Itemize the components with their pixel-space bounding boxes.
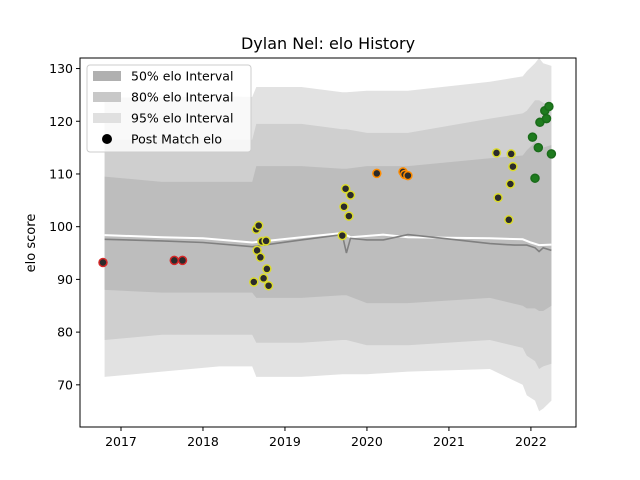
legend-label-4: Post Match elo [131, 132, 222, 147]
post-match-point-2 [169, 255, 180, 266]
elo-lines [104, 231, 552, 254]
post-match-point-30 [530, 173, 540, 183]
y-tick-label-120: 120 [49, 114, 73, 129]
chart-title: Dylan Nel: elo History [241, 34, 415, 53]
x-tick-label-2017: 2017 [105, 434, 137, 449]
post-match-point-35 [544, 101, 554, 112]
post-match-point-36 [546, 149, 557, 159]
y-tick-label-130: 130 [49, 61, 73, 76]
post-match-point-34 [541, 113, 552, 124]
post-match-point-11 [261, 236, 271, 246]
post-match-point-18 [345, 190, 356, 200]
legend-swatch-1 [93, 71, 121, 81]
band-50 [104, 142, 552, 311]
post-match-point-4 [249, 277, 259, 287]
y-axis-ticks: 70 80 90 100 110 120 130 [49, 61, 80, 392]
y-tick-label-110: 110 [49, 166, 73, 181]
legend-label-1: 50% elo Interval [131, 69, 233, 84]
post-match-point-6 [253, 220, 264, 231]
post-match-point-26 [505, 179, 516, 189]
post-match-point-1 [98, 257, 108, 268]
x-tick-label-2019: 2019 [269, 434, 301, 449]
post-match-point-29 [527, 132, 538, 142]
x-tick-label-2021: 2021 [433, 434, 465, 449]
post-match-point-10 [258, 273, 269, 284]
post-match-point-15 [339, 201, 349, 212]
legend-label-2: 80% elo Interval [131, 90, 233, 105]
post-match-point-31 [533, 142, 544, 153]
x-tick-label-2022: 2022 [515, 434, 547, 449]
legend-label-3: 95% elo Interval [131, 111, 233, 126]
post-match-point-12 [262, 264, 272, 274]
post-match-point-25 [504, 215, 514, 225]
post-match-point-17 [344, 211, 354, 221]
post-match-point-8 [255, 252, 266, 263]
post-match-point-27 [506, 149, 516, 159]
post-match-point-14 [337, 230, 348, 241]
post-match-point-13 [263, 280, 274, 291]
x-tick-label-2020: 2020 [351, 434, 383, 449]
post-match-point-24 [493, 192, 503, 203]
post-match-point-3 [177, 255, 188, 266]
median-elo-line [104, 231, 552, 247]
axes-frame [79, 57, 577, 428]
mean-elo-line [104, 233, 552, 254]
y-tick-label-90: 90 [57, 272, 73, 287]
y-tick-label-70: 70 [57, 377, 73, 392]
legend-swatch-2 [93, 92, 121, 102]
legend-swatch-3 [93, 113, 121, 123]
post-match-point-28 [508, 161, 518, 172]
x-axis-ticks: 2017 2018 2019 2020 2021 2022 [105, 427, 547, 449]
legend-box [86, 64, 252, 153]
x-tick-label-2018: 2018 [187, 434, 219, 449]
post-match-points [98, 101, 557, 291]
post-match-point-23 [491, 148, 502, 158]
post-match-point-22 [403, 170, 413, 181]
y-tick-label-100: 100 [49, 219, 73, 234]
y-tick-label-80: 80 [57, 325, 73, 340]
legend-marker-4 [102, 134, 112, 144]
y-axis-label: elo score [24, 214, 39, 273]
post-match-point-19 [372, 168, 382, 179]
post-match-point-16 [340, 183, 351, 194]
legend: 50% elo Interval 80% elo Interval 95% elo … [86, 64, 252, 153]
